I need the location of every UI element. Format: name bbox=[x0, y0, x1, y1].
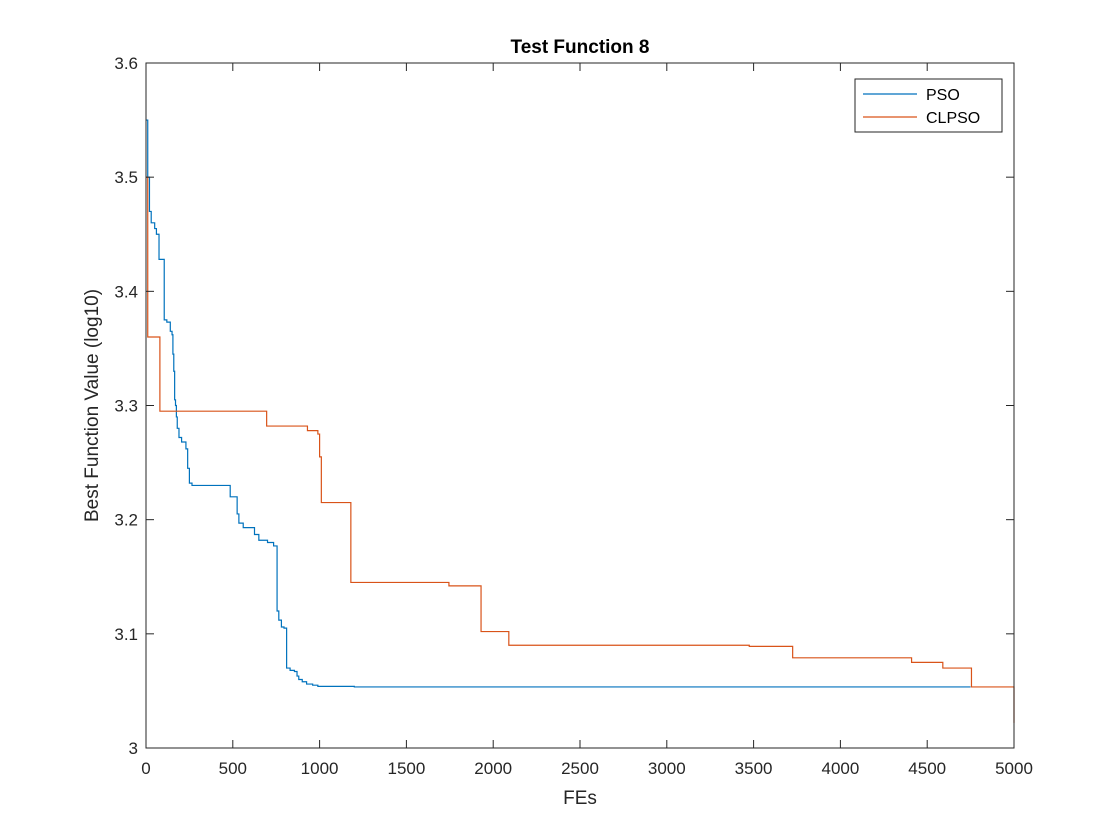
series-line-clpso bbox=[146, 176, 1015, 723]
x-tick-label: 1000 bbox=[301, 759, 339, 778]
y-tick-label: 3.4 bbox=[114, 282, 138, 301]
x-axis: 0 500 1000 1500 2000 2500 3000 3500 4000 4500 5000 bbox=[141, 63, 1033, 778]
legend-label-clpso: CLPSO bbox=[926, 110, 980, 127]
x-tick-label: 0 bbox=[141, 759, 150, 778]
x-tick-label: 2500 bbox=[561, 759, 599, 778]
x-tick-label: 3000 bbox=[648, 759, 686, 778]
y-tick-label: 3.3 bbox=[114, 397, 138, 416]
x-axis-label: FEs bbox=[563, 788, 597, 809]
y-axis: 3 3.1 3.2 3.3 3.4 3.5 3.6 bbox=[114, 54, 1014, 758]
series-layer bbox=[146, 119, 1015, 723]
y-tick-label: 3.2 bbox=[114, 511, 138, 530]
x-tick-label: 1500 bbox=[387, 759, 425, 778]
legend-label-pso: PSO bbox=[926, 87, 960, 104]
y-tick-label: 3.6 bbox=[114, 54, 138, 73]
x-tick-label: 4000 bbox=[821, 759, 859, 778]
x-tick-label: 4500 bbox=[908, 759, 946, 778]
plot-area bbox=[146, 63, 1014, 748]
x-tick-label: 2000 bbox=[474, 759, 512, 778]
y-tick-label: 3.5 bbox=[114, 168, 138, 187]
y-tick-label: 3 bbox=[129, 739, 138, 758]
y-axis-label: Best Function Value (log10) bbox=[82, 289, 103, 522]
y-tick-label: 3.1 bbox=[114, 625, 138, 644]
x-tick-label: 500 bbox=[219, 759, 247, 778]
legend: PSO CLPSO bbox=[854, 78, 1003, 133]
x-tick-label: 3500 bbox=[735, 759, 773, 778]
chart-title: Test Function 8 bbox=[511, 37, 650, 58]
legend-box bbox=[854, 78, 1003, 133]
series-line-pso bbox=[146, 119, 971, 688]
x-tick-label: 5000 bbox=[995, 759, 1033, 778]
